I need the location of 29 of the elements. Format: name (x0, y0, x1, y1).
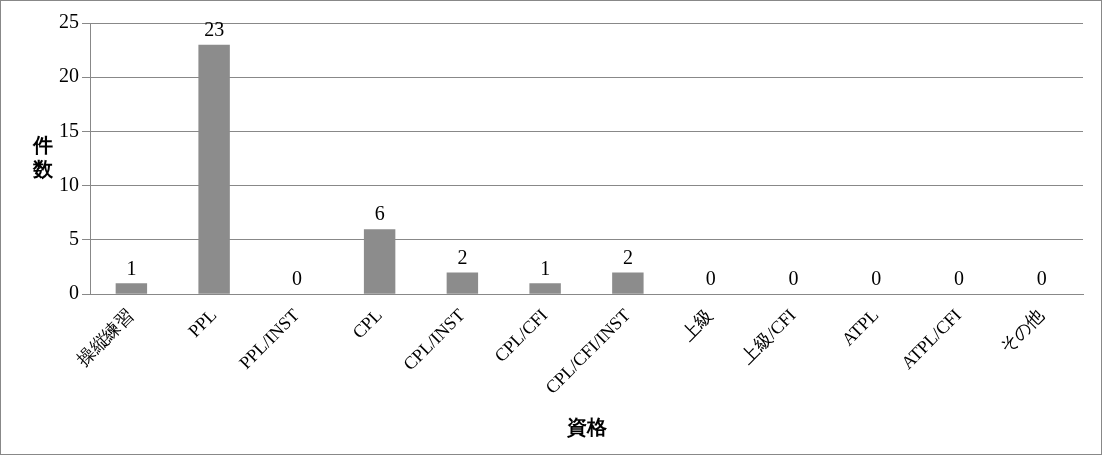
y-tick-label: 25 (59, 10, 79, 33)
data-label: 2 (622, 245, 633, 268)
bar (115, 283, 148, 294)
y-tick-label: 20 (59, 64, 79, 87)
y-axis-title: 件数 (32, 134, 54, 181)
x-tick-label: 操縦練習 (72, 304, 138, 370)
data-label: 1 (540, 256, 551, 279)
x-tick-label: PPL (184, 304, 221, 341)
data-label: 0 (1036, 267, 1047, 290)
data-label: 23 (204, 17, 225, 40)
data-label: 0 (291, 267, 302, 290)
bar (446, 272, 479, 294)
data-label: 1 (126, 256, 137, 279)
data-label: 0 (705, 267, 716, 290)
bar (612, 272, 644, 294)
x-axis-title: 資格 (565, 415, 608, 438)
data-label: 0 (871, 267, 882, 290)
y-tick-label: 5 (69, 227, 79, 250)
data-label: 0 (788, 267, 799, 290)
y-tick-label: 0 (69, 281, 79, 304)
x-tick-label: その他 (995, 304, 1048, 358)
x-tick-label: CPL (348, 304, 386, 343)
data-label: 6 (374, 202, 385, 225)
y-tick-label: 10 (59, 172, 79, 195)
bar (529, 283, 561, 294)
data-label: 2 (457, 245, 468, 268)
data-label: 0 (953, 267, 964, 290)
y-tick-label: 15 (59, 118, 79, 141)
x-tick-label: 上級 (677, 304, 717, 345)
